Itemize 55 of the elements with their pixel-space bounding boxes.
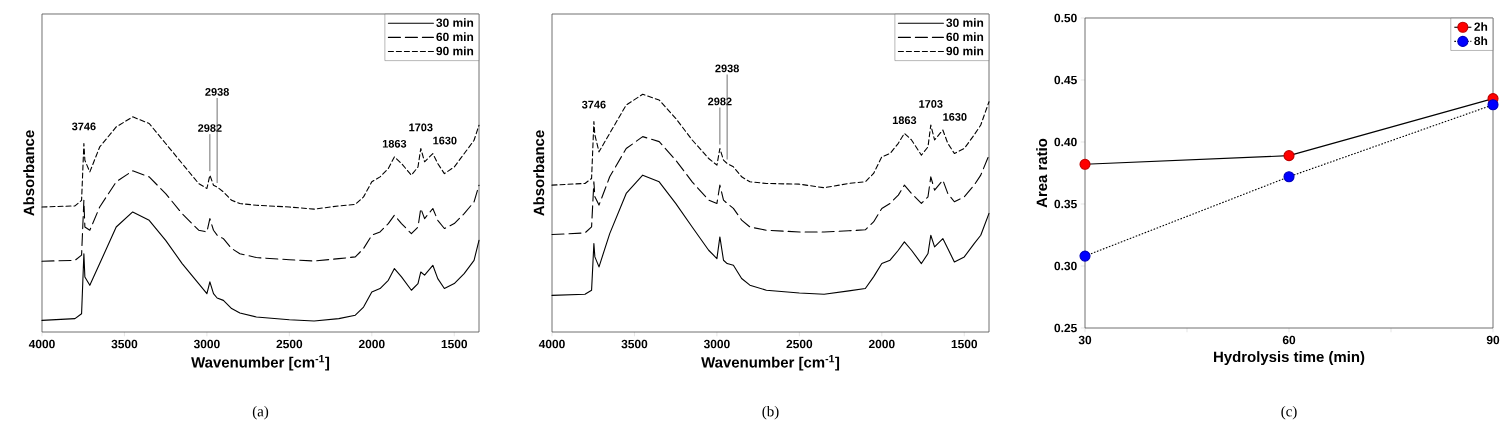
legend-label: 30 min [946,18,984,27]
legend-label: 8h [1474,36,1488,46]
x-tick-label: 1500 [951,339,978,349]
y-tick-label: 0.35 [1054,199,1077,209]
legend-label: 2h [1474,22,1488,31]
legend-label: 90 min [436,46,474,56]
annotation: 2982 [708,97,732,106]
text: (c) [1281,405,1297,420]
annotation: 1703 [409,123,433,132]
point [1283,150,1295,162]
x-tick-label: 3500 [621,339,648,349]
text: (b) [762,405,779,420]
legend-label: 90 min [946,46,984,56]
legend-label: 60 min [436,32,474,42]
annotation: 1703 [919,100,943,108]
point [1283,171,1295,183]
y-tick-label: 0.30 [1054,261,1077,271]
x-tick-label: 3000 [193,339,220,349]
annotation: 2938 [715,64,739,73]
legend-label: 60 min [946,32,984,42]
y-tick-label: 0.50 [1054,13,1077,23]
text: (a) [252,405,269,420]
x-tick-label: 90 [1486,335,1500,345]
x-axis-title: Hydrolysis time (min) [1214,351,1365,366]
annotation: 1630 [433,136,457,145]
x-axis-title: Wavenumber [cm$^{-1}$] [701,355,840,371]
x-tick-label: 2500 [276,339,303,349]
annotation: 2982 [198,124,222,132]
point [1487,99,1499,111]
y-axis-title: Area ratio [1036,138,1048,208]
x-tick-label: 2500 [786,339,813,349]
x-tick-label: 60 [1282,335,1296,345]
x-tick-label: 2000 [358,339,385,349]
y-axis-title: Absorbance [533,130,545,216]
y-axis-title: Absorbance [23,130,35,216]
annotation: 1630 [943,113,967,121]
x-axis-title: Wavenumber [cm$^{-1}$] [191,355,330,371]
point [1079,158,1091,170]
x-tick-label: 1500 [441,339,468,349]
x-tick-label: 2000 [868,339,895,349]
x-tick-label: 3000 [703,339,730,349]
y-tick-label: 0.45 [1054,75,1077,85]
annotation: 2938 [205,88,229,96]
x-tick-label: 4000 [28,339,55,349]
annotation: 1863 [892,116,917,125]
x-tick-label: 4000 [538,339,565,349]
legend-label: 30 min [436,18,474,27]
annotation: 3746 [581,100,606,109]
annotation: 1863 [382,139,407,148]
annotation: 3746 [71,122,96,131]
point [1079,250,1091,262]
y-tick-label: 0.25 [1054,323,1077,333]
x-tick-label: 3500 [111,339,138,349]
x-tick-label: 30 [1078,335,1092,345]
y-tick-label: 0.40 [1054,137,1077,147]
